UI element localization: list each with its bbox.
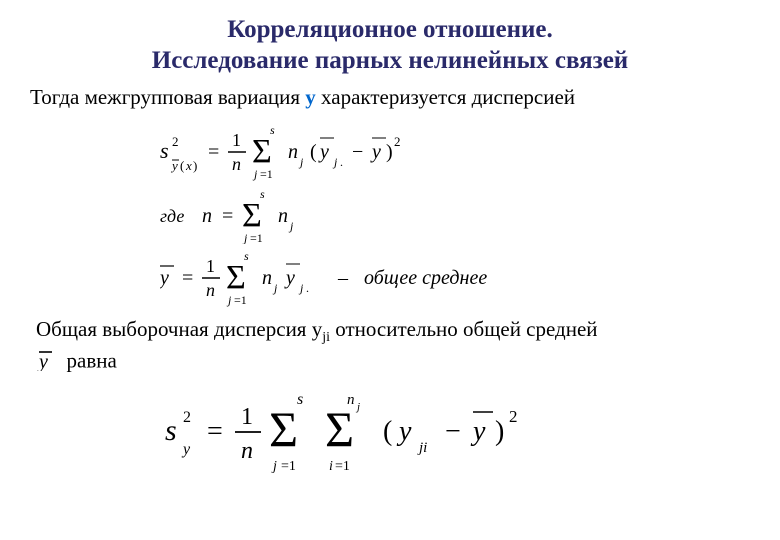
svg-text:s: s — [260, 187, 265, 201]
svg-text:2: 2 — [509, 407, 518, 426]
svg-text:ji: ji — [417, 440, 427, 456]
equation-2-svg: где n = Σ s j =1 n j — [160, 182, 420, 244]
svg-text:y: y — [160, 267, 169, 289]
svg-text:1: 1 — [206, 256, 215, 276]
svg-text:y: y — [170, 158, 178, 173]
svg-text:=1: =1 — [281, 459, 296, 474]
svg-text:s: s — [160, 138, 169, 163]
svg-text:s: s — [297, 391, 303, 408]
svg-text:j: j — [298, 155, 304, 169]
svg-text:j: j — [332, 155, 338, 169]
svg-text:j: j — [271, 459, 277, 474]
svg-text:Σ: Σ — [242, 197, 262, 234]
title-line-2: Исследование парных нелинейных связей — [30, 45, 750, 76]
svg-text:=: = — [207, 416, 223, 447]
svg-text:n: n — [232, 154, 241, 174]
ybar-inline-icon: y — [36, 347, 56, 378]
svg-text:j: j — [272, 281, 278, 295]
svg-text:−: − — [445, 416, 461, 447]
svg-text:y: y — [396, 416, 412, 447]
svg-text:j: j — [355, 401, 360, 413]
svg-text:1: 1 — [232, 130, 241, 150]
svg-text:(: ( — [180, 158, 184, 173]
svg-text:общее среднее: общее среднее — [364, 267, 487, 289]
equation-3-svg: y = 1 n Σ s j =1 n j y j . – общее — [160, 244, 590, 308]
svg-text:2: 2 — [183, 409, 191, 426]
svg-text:s: s — [244, 249, 249, 263]
svg-text:y: y — [370, 141, 381, 163]
svg-text:y: y — [318, 141, 329, 163]
equation-4: s 2 y = 1 n Σ s j =1 Σ n j i =1 — [165, 384, 750, 474]
svg-text:): ) — [193, 158, 197, 173]
svg-text:y: y — [181, 441, 191, 458]
svg-text:–: – — [337, 267, 349, 289]
svg-text:j: j — [288, 219, 294, 233]
intro-before-y: Тогда межгрупповая вариация — [30, 85, 305, 109]
para2-line1b: относительно общей средней — [330, 317, 598, 341]
svg-text:): ) — [386, 141, 393, 163]
equation-3: y = 1 n Σ s j =1 n j y j . – общее — [160, 244, 750, 308]
svg-text:Σ: Σ — [269, 401, 298, 457]
slide-page: Корреляционное отношение. Исследование п… — [0, 0, 780, 540]
svg-text:=: = — [208, 141, 219, 163]
equation-1-svg: s 2 y ( x ) = 1 n Σ s j =1 n — [160, 118, 520, 182]
intro-after-y: характеризуется дисперсией — [316, 85, 575, 109]
svg-text:=: = — [182, 267, 193, 289]
svg-text:.: . — [340, 155, 343, 169]
intro-paragraph: Тогда межгрупповая вариация y характериз… — [30, 85, 750, 110]
svg-text:n: n — [288, 141, 298, 163]
svg-text:.: . — [306, 281, 309, 295]
svg-text:n: n — [262, 267, 272, 289]
svg-text:2: 2 — [172, 134, 179, 149]
svg-text:(: ( — [383, 416, 392, 447]
svg-text:n: n — [202, 205, 212, 227]
slide-title: Корреляционное отношение. Исследование п… — [30, 14, 750, 77]
svg-text:=1: =1 — [250, 231, 263, 244]
svg-text:y: y — [37, 351, 48, 371]
svg-text:Σ: Σ — [252, 133, 272, 170]
svg-text:n: n — [278, 205, 288, 227]
svg-text:s: s — [270, 123, 275, 137]
svg-text:): ) — [495, 416, 504, 447]
para-2: Общая выборочная дисперсия yji относител… — [36, 316, 750, 379]
svg-text:j: j — [298, 281, 304, 295]
intro-y: y — [305, 85, 316, 109]
svg-text:=1: =1 — [234, 293, 247, 307]
svg-text:n: n — [241, 438, 253, 464]
svg-text:где: где — [160, 206, 184, 226]
svg-text:−: − — [352, 141, 363, 163]
svg-text:x: x — [185, 158, 192, 173]
svg-text:i: i — [329, 459, 333, 474]
equation-1: s 2 y ( x ) = 1 n Σ s j =1 n — [160, 118, 750, 182]
svg-text:s: s — [165, 414, 177, 447]
title-line-1: Корреляционное отношение. — [30, 14, 750, 45]
svg-text:Σ: Σ — [325, 401, 354, 457]
para2-sub: ji — [322, 330, 330, 345]
para2-line1a: Общая выборочная дисперсия y — [36, 317, 322, 341]
equation-2: где n = Σ s j =1 n j — [160, 182, 750, 244]
para2-line2: равна — [67, 348, 117, 372]
svg-text:1: 1 — [241, 404, 253, 430]
svg-text:=: = — [222, 205, 233, 227]
equation-4-svg: s 2 y = 1 n Σ s j =1 Σ n j i =1 — [165, 384, 625, 474]
svg-text:Σ: Σ — [226, 259, 246, 296]
svg-text:=1: =1 — [260, 167, 273, 181]
svg-text:y: y — [284, 267, 295, 289]
svg-text:n: n — [206, 280, 215, 300]
svg-text:n: n — [347, 392, 355, 408]
svg-text:(: ( — [310, 141, 317, 163]
svg-text:y: y — [470, 416, 486, 447]
svg-text:2: 2 — [394, 134, 401, 149]
svg-text:=1: =1 — [335, 459, 350, 474]
